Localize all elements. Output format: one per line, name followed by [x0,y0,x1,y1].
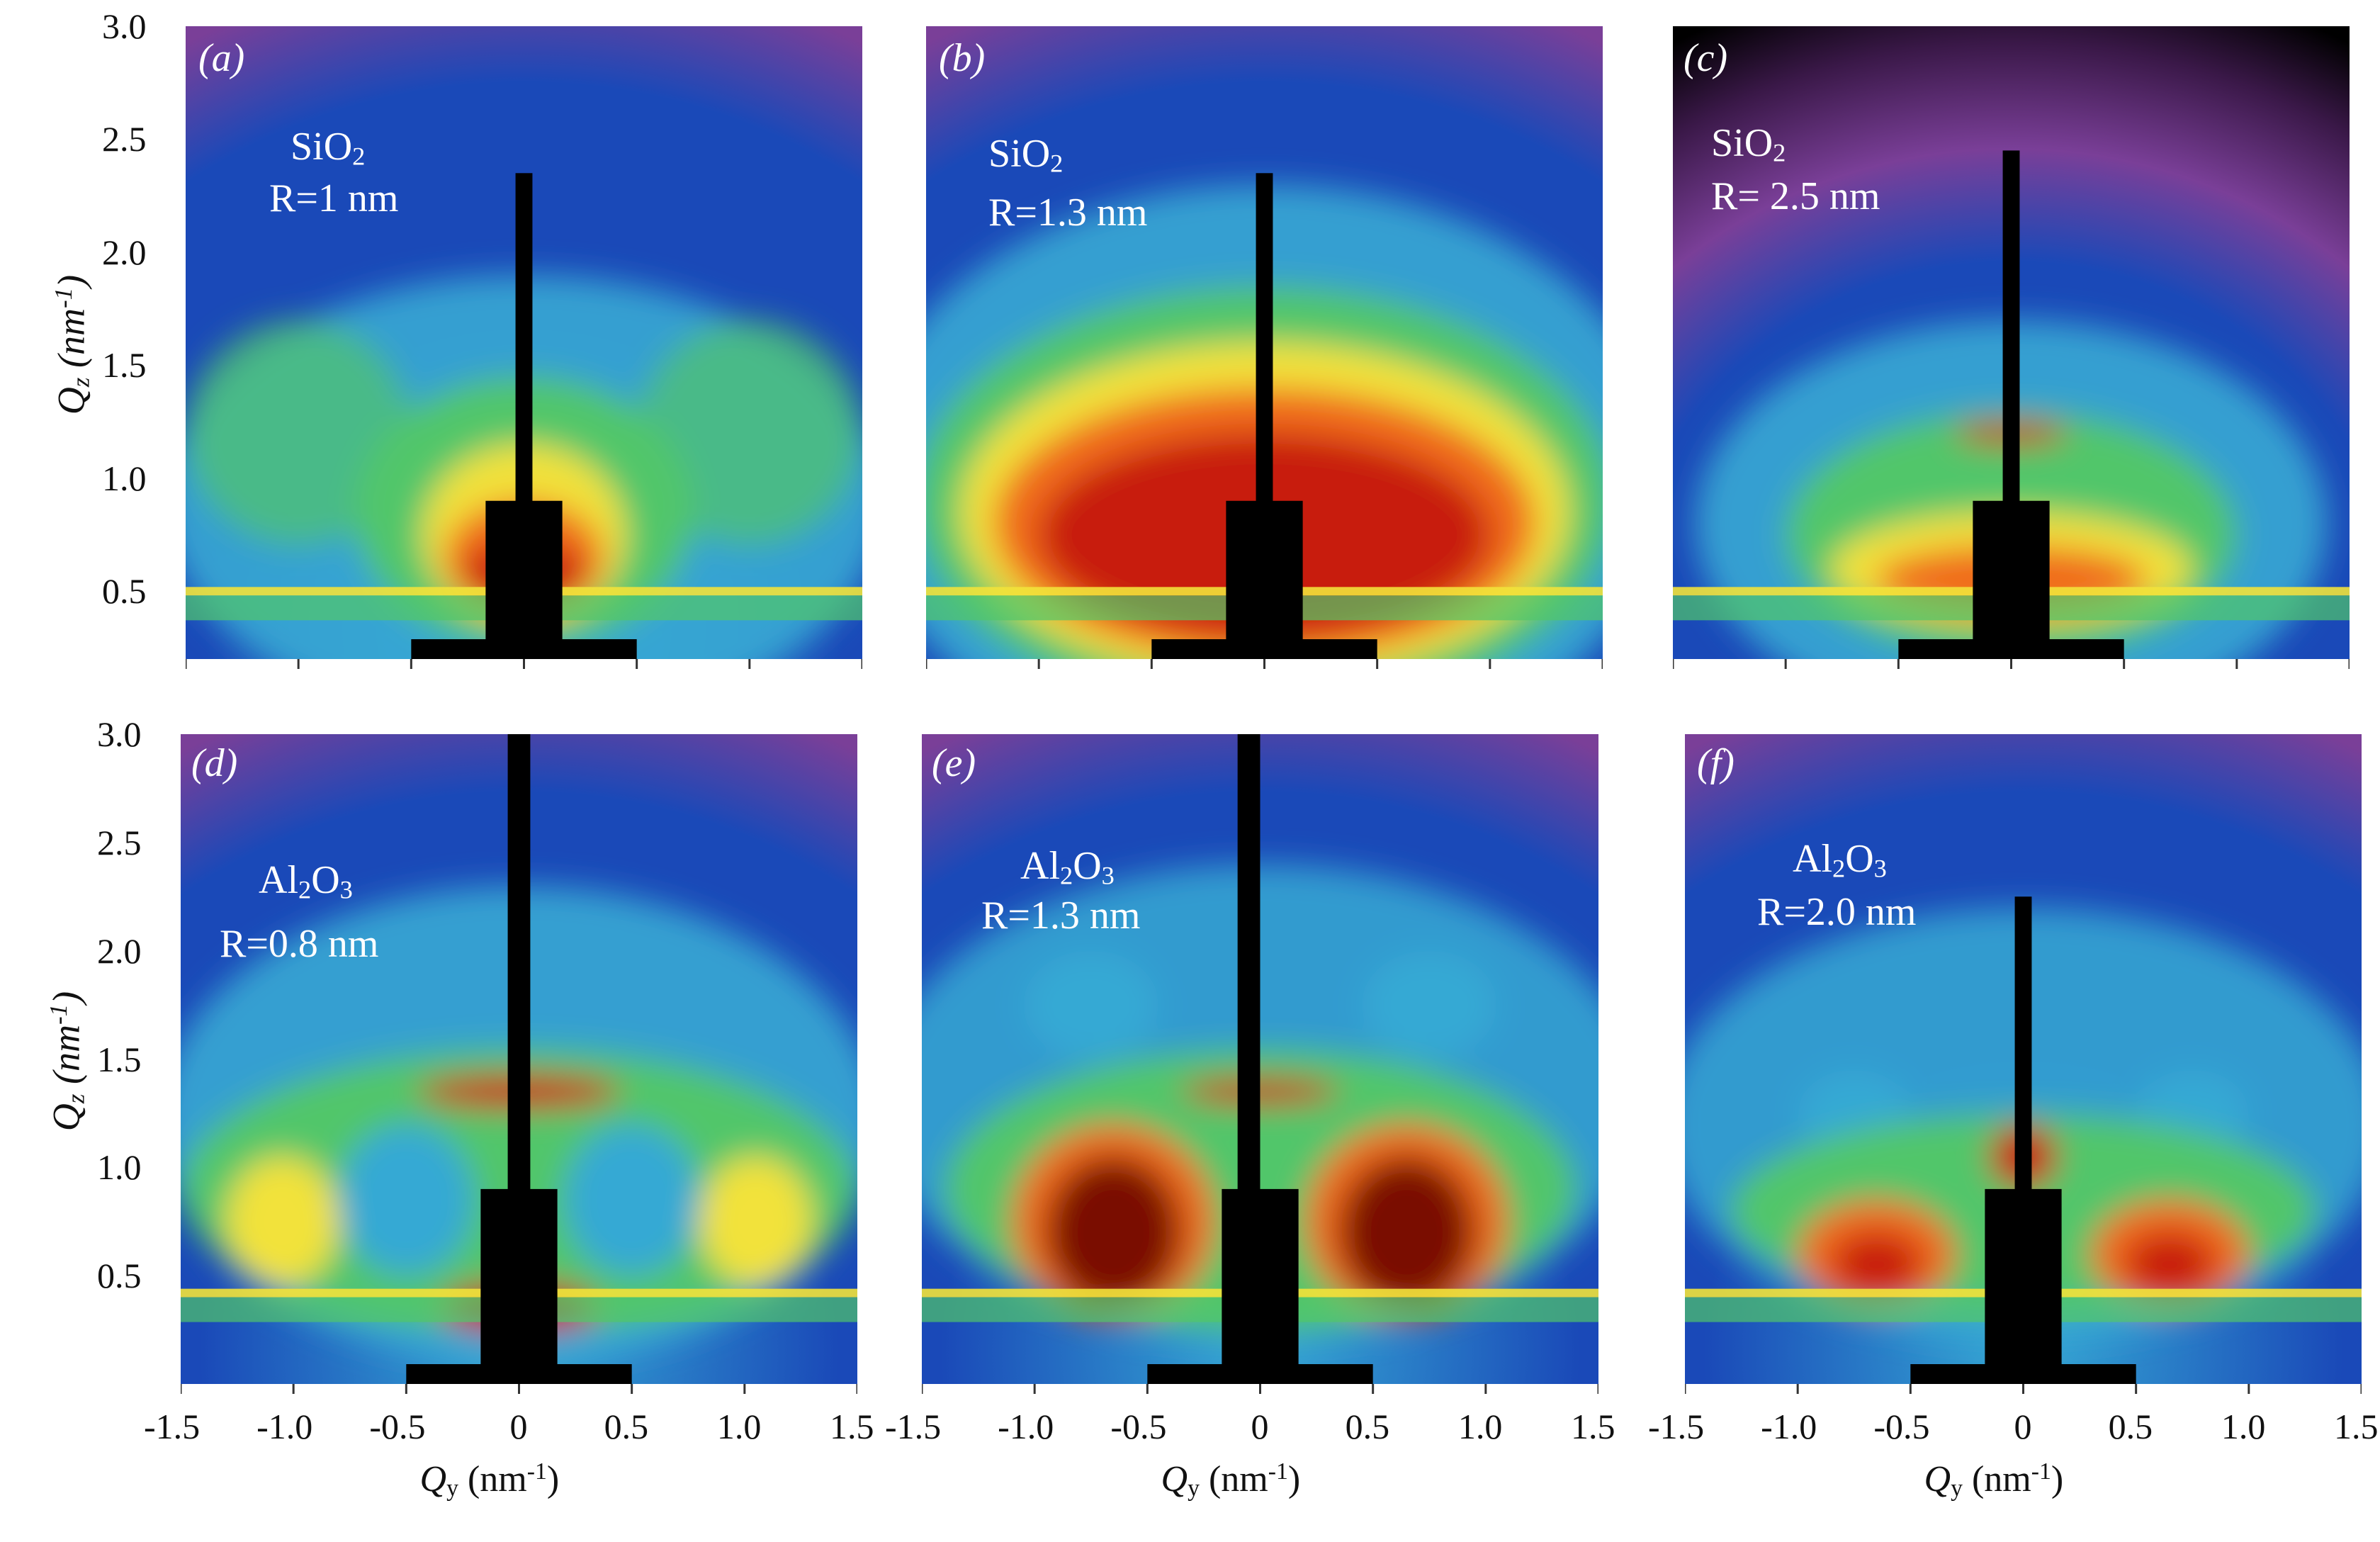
x-tick-label: 1.0 [716,1407,762,1446]
heatmap-image [922,734,1598,1384]
panel-label: (d) [191,741,238,785]
heatmap-image [1673,26,2350,659]
radius-label: R=1.3 nm [981,894,1141,938]
x-tick-label: -1.0 [256,1407,313,1446]
x-tick-label: 1.0 [2221,1407,2266,1446]
x-tick-label: 0.5 [604,1407,649,1446]
x-tick-label: -0.5 [369,1407,426,1446]
y-tick-label: 3.0 [102,6,147,46]
x-tick-label: 1.5 [1571,1407,1615,1446]
x-tick-label: 1.5 [830,1407,874,1446]
radius-label: R=1 nm [269,176,399,220]
x-tick-label: 1.0 [1457,1407,1503,1446]
x-tick-label: -1.0 [1761,1407,1817,1446]
y-tick-label: 1.5 [102,345,147,386]
x-axis-label: Qy (nm-1) [1924,1458,2064,1502]
y-tick-label: 0.5 [97,1256,142,1296]
panel-label: (b) [939,36,986,80]
heatmap-image [181,734,857,1384]
heatmap-panel-f [1685,734,2362,1394]
x-tick-label: 0 [2014,1407,2032,1446]
x-tick-label: 0 [509,1407,528,1446]
x-tick-label: 0.5 [2108,1407,2153,1446]
heatmap-panel-c [1673,26,2350,669]
heatmap-panel-a [186,26,862,669]
panel-label: (f) [1697,741,1735,785]
panel-label: (e) [932,741,976,785]
y-tick-label: 2.5 [102,119,147,159]
y-tick-label: 2.0 [97,930,142,971]
x-tick-label: -1.5 [885,1407,942,1446]
x-tick-label: 0.5 [1345,1407,1390,1446]
y-axis-label: Qz (nm-1) [44,991,90,1131]
panel-label: (c) [1684,36,1728,80]
material-label: Al2O3 [1020,844,1115,890]
y-tick-label: 0.5 [102,571,147,612]
material-label: Al2O3 [259,858,353,904]
x-tick-label: -1.5 [144,1407,201,1446]
y-axis-label: Qz (nm-1) [49,274,95,415]
panel-label: (a) [198,36,245,80]
radius-label: R=0.8 nm [220,922,379,966]
material-label: SiO2 [1711,121,1786,167]
radius-label: R=1.3 nm [988,191,1148,235]
radius-label: R= 2.5 nm [1711,174,1880,218]
heatmap-image [1685,734,2362,1384]
heatmap-image [926,26,1603,659]
heatmap-image [186,26,862,659]
x-tick-label: 1.5 [2334,1407,2379,1446]
y-tick-label: 1.5 [97,1039,142,1079]
x-tick-label: -0.5 [1110,1407,1167,1446]
y-tick-label: 3.0 [97,714,142,754]
y-tick-label: 1.0 [102,458,147,498]
heatmap-panel-d [181,734,857,1394]
heatmap-panel-e [922,734,1598,1394]
heatmap-panel-b [926,26,1603,669]
y-tick-label: 2.5 [97,822,142,862]
material-label: SiO2 [988,132,1064,178]
x-tick-label: 0 [1251,1407,1269,1446]
x-tick-label: -1.0 [998,1407,1054,1446]
radius-label: R=2.0 nm [1757,890,1917,934]
y-tick-label: 2.0 [102,232,147,272]
y-tick-label: 1.0 [97,1147,142,1188]
x-axis-label: Qy (nm-1) [419,1458,560,1502]
x-tick-label: -0.5 [1873,1407,1930,1446]
x-axis-label: Qy (nm-1) [1161,1458,1301,1502]
material-label: SiO2 [291,125,366,171]
material-label: Al2O3 [1793,837,1887,883]
x-tick-label: -1.5 [1648,1407,1705,1446]
